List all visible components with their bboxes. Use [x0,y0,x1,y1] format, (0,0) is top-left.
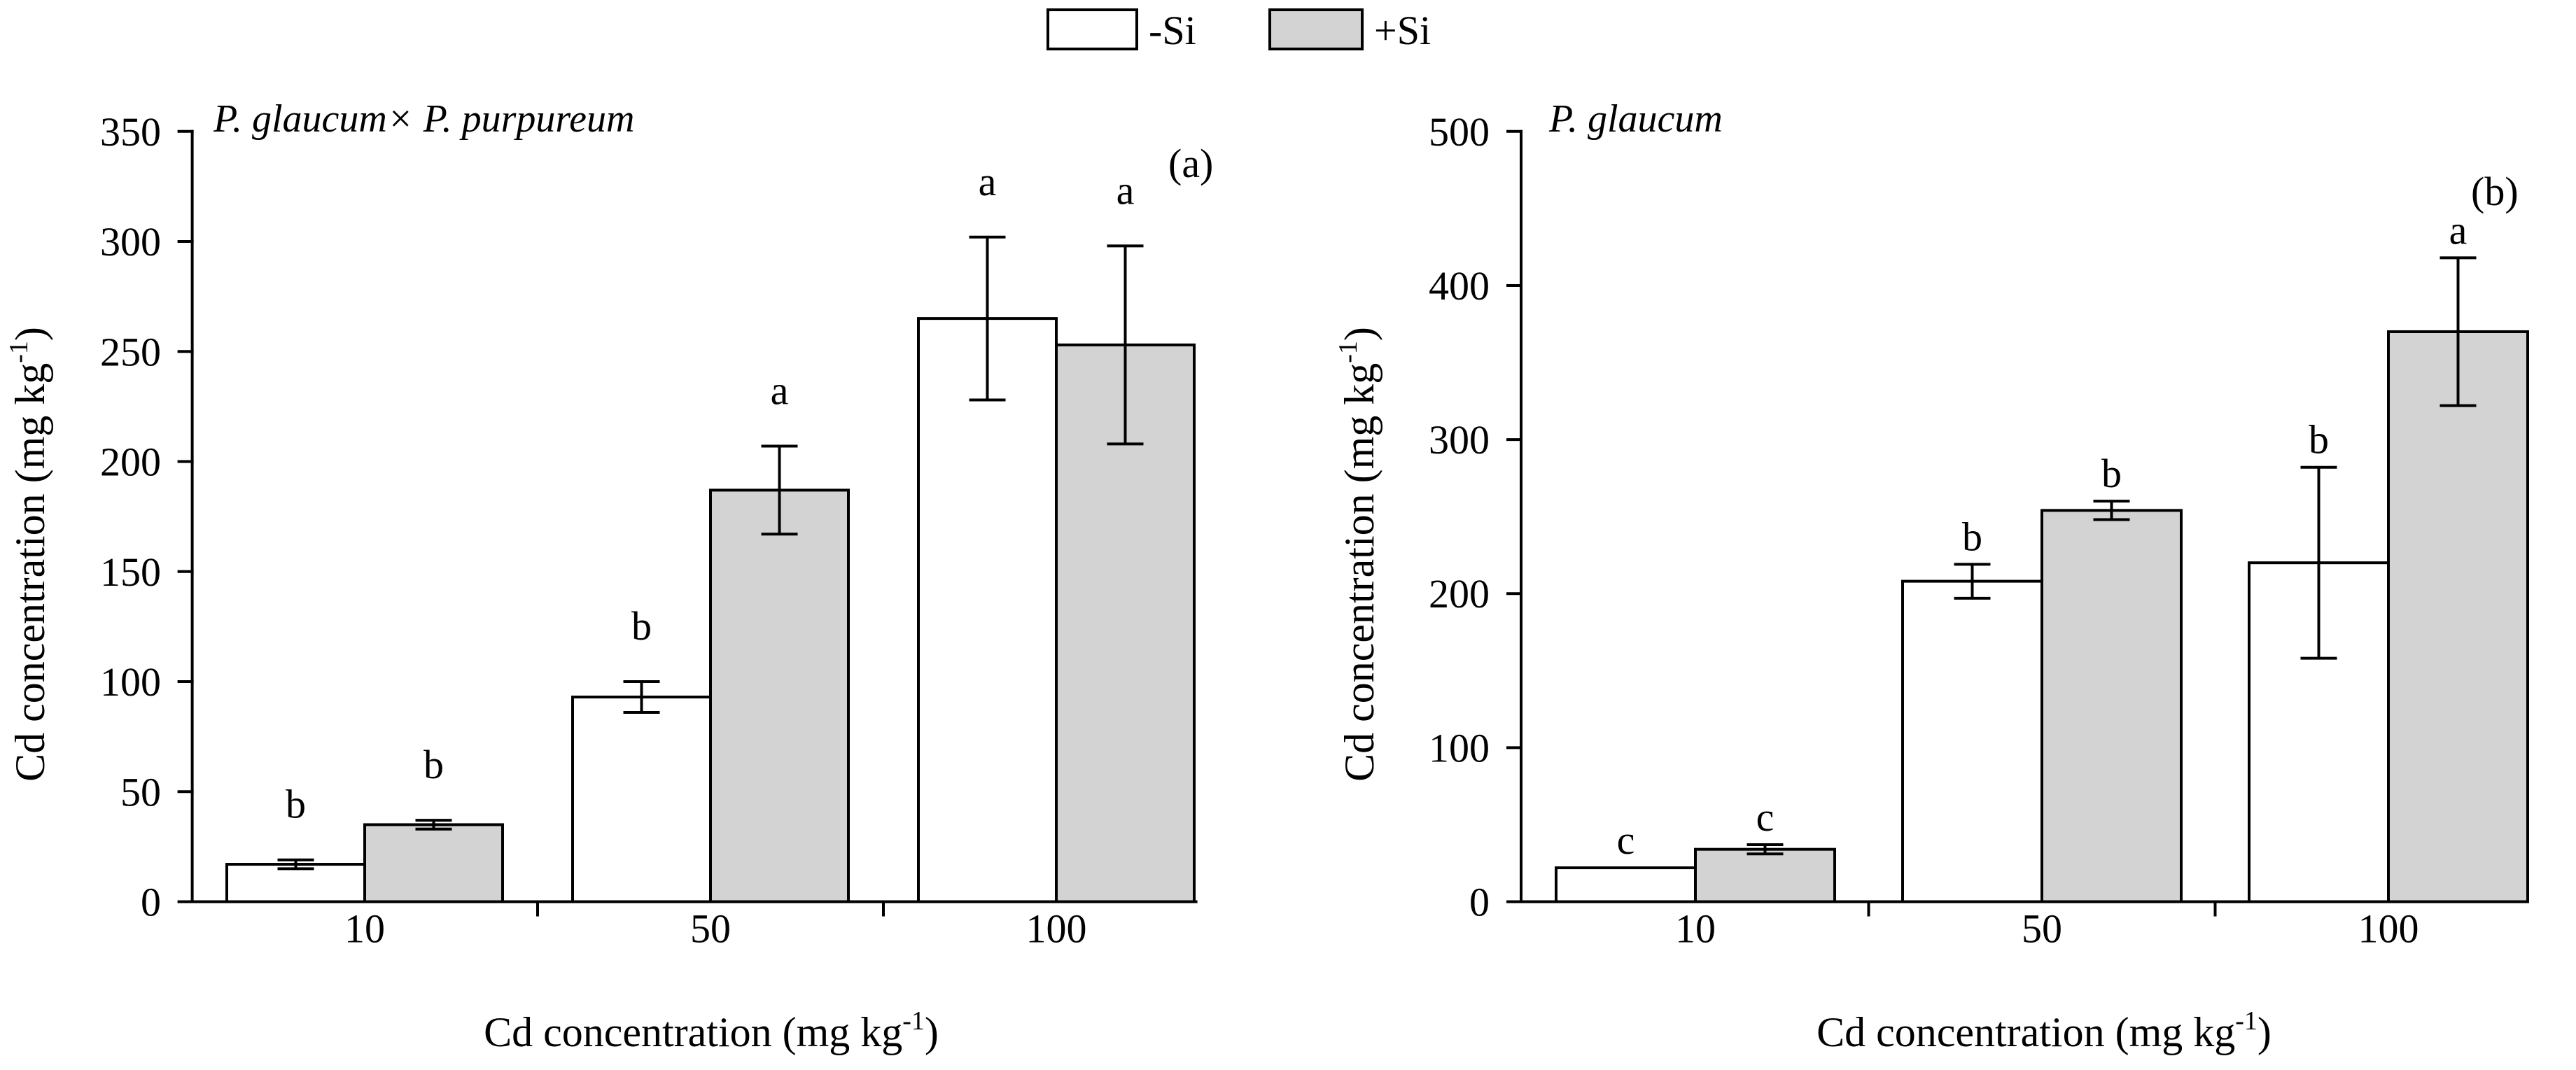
chart-a-y-label-sup: -1 [4,341,34,363]
significance-letter-b-minus-si-10: c [1617,817,1635,863]
significance-letter-b-plus-si-10: c [1756,794,1774,840]
legend-label-plus-si: +Si [1374,8,1431,53]
significance-letter-b-plus-si-100: a [2449,207,2468,253]
significance-letter-a-plus-si-10: b [424,742,444,787]
chart-b-y-label-sup: -1 [1334,341,1363,363]
legend: -Si +Si [1046,8,1431,53]
error-bar-a-minus-si-100 [969,235,1006,402]
chart-a-y-label-text: Cd concentration (mg kg [7,363,53,782]
chart-b-y-axis-label: Cd concentration (mg kg-1) [1334,327,1382,782]
legend-swatch-plus-si [1268,8,1364,50]
y-tick-label-b-500: 500 [1429,109,1490,155]
bar-b-plus-si-10 [1694,847,1836,903]
chart-a-x-label-text: Cd concentration (mg kg [484,1009,902,1055]
chart-b-y-label-close: ) [1336,327,1382,341]
x-tick-label-a-10: 10 [344,906,385,952]
bar-b-plus-si-100 [2387,330,2529,903]
error-bar-b-plus-si-50 [2093,500,2130,521]
chart-b-panel-label: (b) [2471,169,2519,214]
chart-b-title: P. glaucum [1548,97,1723,141]
x-tick-label-b-50: 50 [2022,906,2062,952]
chart-b-y-label-text: Cd concentration (mg kg [1336,363,1382,782]
y-tick-label-b-0: 0 [1469,880,1490,925]
y-tick-label-a-100: 100 [100,659,161,705]
legend-label-minus-si: -Si [1149,8,1196,53]
chart-a-y-label-close: ) [7,327,53,341]
significance-letter-b-minus-si-50: b [1962,514,1982,559]
chart-a-x-label-close: ) [925,1009,939,1055]
y-tick-label-a-200: 200 [100,439,161,485]
y-tick-label-a-50: 50 [120,769,161,815]
chart-a-x-axis-label: Cd concentration (mg kg-1) [484,1006,939,1055]
chart-a-panel-label: (a) [1168,141,1213,186]
chart-b: P. glaucum (b) Cd concentration (mg kg-1… [1334,97,2529,1055]
significance-letter-a-minus-si-10: b [286,782,306,827]
error-bar-b-plus-si-100 [2440,256,2477,407]
y-tick-label-a-350: 350 [100,109,161,155]
chart-a-x-label-sup: -1 [902,1006,925,1036]
chart-b-x-label-close: ) [2258,1009,2272,1055]
y-tick-label-b-200: 200 [1429,571,1490,617]
bar-a-minus-si-50 [571,696,712,903]
y-tick-label-a-250: 250 [100,329,161,374]
chart-a-title: P. glaucum× P. purpureum [213,97,634,141]
x-tick-label-a-100: 100 [1026,906,1087,952]
chart-b-x-label-text: Cd concentration (mg kg [1816,1009,2235,1055]
error-bar-a-plus-si-10 [415,819,452,831]
y-tick-label-b-400: 400 [1429,263,1490,309]
chart-a-plot-area: b b 10 b a 50 a a 100 0 50 100 150 200 250 300 350 [100,109,1198,952]
legend-swatch-minus-si [1046,8,1138,50]
chart-b-x-axis-label: Cd concentration (mg kg-1) [1816,1006,2272,1055]
significance-letter-a-minus-si-100: a [979,159,997,204]
y-tick-label-a-0: 0 [141,880,161,925]
y-tick-label-b-300: 300 [1429,417,1490,463]
error-bar-b-minus-si-50 [1954,563,1991,600]
significance-letter-a-minus-si-50: b [631,603,652,649]
significance-letter-b-plus-si-50: b [2101,451,2122,496]
x-tick-label-b-10: 10 [1675,906,1716,952]
bar-b-plus-si-50 [2040,509,2183,903]
error-bar-a-minus-si-10 [277,858,314,871]
significance-letter-b-minus-si-100: b [2309,417,2329,463]
chart-a-y-axis-label: Cd concentration (mg kg-1) [4,327,53,782]
y-tick-label-a-150: 150 [100,549,161,595]
bar-b-minus-si-10 [1555,866,1697,903]
chart-b-plot-area: c c 10 b b 50 b a 100 0 100 200 300 400 500 [1429,109,2529,952]
error-bar-b-plus-si-10 [1746,843,1784,856]
bar-a-minus-si-100 [917,317,1058,903]
x-tick-label-b-100: 100 [2358,906,2419,952]
significance-letter-a-plus-si-50: a [771,368,789,414]
y-tick-label-a-300: 300 [100,219,161,265]
y-tick-label-b-100: 100 [1429,725,1490,770]
chart-a: P. glaucum× P. purpureum (a) Cd concentr… [4,97,1213,1055]
bar-a-plus-si-10 [363,823,504,903]
bar-b-minus-si-50 [1901,579,2043,903]
x-tick-label-a-50: 50 [690,906,731,952]
error-bar-a-minus-si-50 [623,680,660,714]
bar-a-plus-si-50 [709,488,850,903]
error-bar-a-plus-si-50 [761,444,798,536]
error-bar-b-minus-si-100 [2300,465,2337,660]
error-bar-a-plus-si-100 [1107,244,1144,446]
significance-letter-a-plus-si-100: a [1116,167,1135,213]
chart-b-x-label-sup: -1 [2235,1006,2258,1036]
